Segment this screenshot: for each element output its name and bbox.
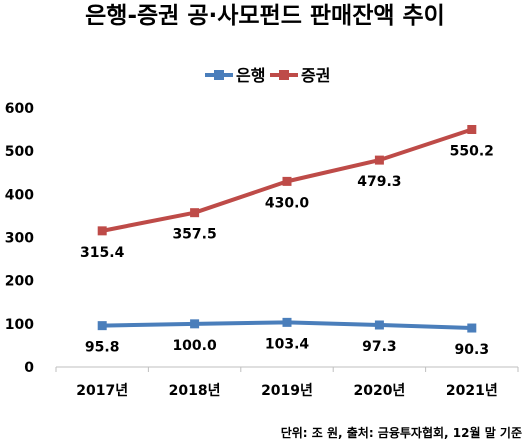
data-label-securities: 479.3 [357,174,401,190]
data-label-bank: 95.8 [85,340,120,356]
y-tick-label: 300 [5,231,34,247]
data-point-securities [190,208,200,218]
data-point-bank [190,319,200,329]
y-tick-label: 600 [5,101,34,117]
y-tick-label: 500 [5,144,34,160]
data-point-securities [467,124,477,134]
data-point-bank [97,321,107,331]
data-point-securities [282,176,292,186]
data-point-bank [374,320,384,330]
chart-title: 은행-증권 공·사모펀드 판매잔액 추이 [85,3,445,29]
x-tick-label: 2019년 [261,383,313,399]
data-label-bank: 103.4 [265,336,310,352]
x-tick-label: 2017년 [76,383,128,399]
legend-label-bank: 은행 [236,66,265,85]
y-tick-label: 100 [5,317,34,333]
data-point-bank [282,317,292,327]
data-label-securities: 357.5 [172,227,216,243]
legend-item-bank: 은행 [205,66,265,85]
x-tick-label: 2018년 [169,383,221,399]
legend-label-securities: 증권 [301,66,330,85]
data-point-securities [97,226,107,236]
y-tick-label: 0 [24,360,34,376]
data-point-bank [467,323,477,333]
data-label-securities: 430.0 [265,195,310,211]
data-label-bank: 90.3 [455,342,490,358]
y-tick-label: 400 [5,187,34,203]
plot-area: 0 100 200 300 400 500 600 2017년 2018년 2019년 2020년 2… [5,101,519,399]
data-label-securities: 550.2 [450,143,494,159]
legend-marker-securities [279,70,289,80]
legend-marker-bank [214,70,224,80]
x-tick-label: 2020년 [353,383,405,399]
data-point-securities [374,155,384,165]
data-label-securities: 315.4 [80,245,125,261]
source-note: 단위: 조 원, 출처: 금융투자협회, 12월 말 기준 [281,425,522,440]
data-label-bank: 100.0 [172,338,217,354]
legend: 은행 증권 [205,66,330,85]
x-tick-label: 2021년 [446,383,498,399]
data-label-bank: 97.3 [362,339,397,355]
y-tick-label: 200 [5,274,34,290]
legend-item-securities: 증권 [270,66,330,85]
